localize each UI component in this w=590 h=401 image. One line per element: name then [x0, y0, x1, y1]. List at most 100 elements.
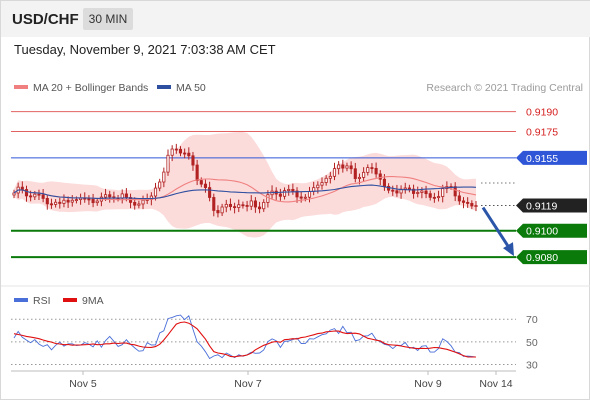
rsi-tick-label: 70	[526, 314, 538, 326]
candle-body	[41, 194, 45, 199]
candle-body	[341, 164, 345, 169]
candle-body	[62, 199, 66, 204]
candle-body	[332, 168, 337, 177]
candle-body	[74, 199, 78, 202]
candle-body	[266, 194, 270, 203]
candle-body	[278, 193, 282, 197]
candle-body	[382, 178, 386, 187]
candle-body	[33, 193, 37, 198]
candle-body	[108, 194, 112, 198]
candle-body	[345, 165, 349, 169]
candle-body	[228, 203, 232, 208]
candle-body	[432, 196, 436, 199]
candle-body	[170, 148, 174, 156]
candle-body	[299, 196, 303, 199]
pivot-level-label: 0.9155	[526, 153, 558, 165]
ma50-line	[13, 184, 477, 200]
candle-body	[328, 175, 332, 179]
candle-body	[262, 201, 266, 210]
candle-body	[241, 204, 245, 207]
candle-body	[424, 190, 428, 195]
candle-body	[258, 206, 262, 210]
candle-body	[199, 180, 203, 185]
candle-body	[249, 200, 253, 207]
candle-body	[349, 165, 353, 170]
candle-body	[324, 177, 328, 183]
candle-body	[366, 167, 370, 173]
candle-body	[133, 201, 137, 206]
candle-body	[224, 203, 228, 208]
candle-body	[237, 204, 241, 208]
candle-body	[212, 197, 216, 211]
ma50-legend-swatch	[157, 85, 171, 89]
candle-body	[191, 155, 195, 166]
candle-body	[45, 198, 49, 205]
rsi-tick-label: 30	[526, 359, 538, 371]
candle-body	[303, 196, 307, 199]
candle-body	[436, 196, 441, 199]
candle-body	[453, 186, 457, 197]
forecast-arrow-shaft	[481, 206, 512, 250]
candle-body	[24, 189, 29, 197]
rsi-9ma-line	[13, 321, 476, 358]
candle-body	[378, 173, 382, 180]
candle-body	[37, 193, 41, 196]
rsi-tick-label: 50	[526, 337, 538, 349]
candle-body	[428, 193, 432, 198]
candle-body	[208, 187, 212, 198]
x-tick-label: Nov 5	[69, 378, 97, 390]
candle-body	[195, 164, 199, 181]
candle-body	[153, 187, 158, 197]
candle-body	[54, 201, 58, 205]
rsi-legend-label: RSI	[33, 295, 51, 307]
candle-body	[104, 194, 108, 198]
candle-body	[287, 189, 291, 192]
ma50-legend-label: MA 50	[176, 82, 206, 94]
candle-body	[474, 205, 478, 207]
timestamp: Tuesday, November 9, 2021 7:03:38 AM CET	[14, 42, 276, 57]
candle-body	[253, 200, 257, 208]
candle-body	[158, 181, 162, 189]
candle-body	[362, 171, 366, 178]
candle-body	[353, 168, 357, 179]
candle-body	[187, 152, 191, 157]
candle-body	[216, 210, 220, 214]
resistance-level-label: 0.9190	[526, 107, 558, 119]
candle-body	[407, 187, 411, 190]
candle-body	[316, 184, 320, 189]
ma20-legend-swatch	[14, 85, 28, 89]
candle-body	[403, 187, 407, 190]
pivot-level-tag	[516, 150, 587, 165]
rsi-ma-legend-label: 9MA	[82, 295, 104, 307]
candle-body	[233, 206, 237, 209]
resistance-level-label: 0.9175	[526, 126, 558, 138]
candle-body	[374, 167, 378, 175]
candle-body	[412, 188, 416, 194]
support-level-tag	[516, 223, 587, 238]
candle-body	[12, 192, 16, 196]
candle-body	[220, 206, 224, 214]
last-level-tag	[516, 198, 587, 213]
x-tick-label: Nov 14	[479, 378, 512, 390]
candle-body	[391, 189, 395, 192]
candle-body	[295, 190, 299, 198]
timeframe-badge[interactable]: 30 MIN	[83, 8, 133, 30]
x-tick-label: Nov 7	[234, 378, 262, 390]
candle-body	[337, 164, 341, 170]
symbol-title: USD/CHF	[12, 11, 79, 28]
candle-body	[320, 182, 324, 186]
support-level-tag	[516, 250, 587, 265]
candle-body	[124, 193, 128, 198]
candle-body	[162, 171, 166, 183]
candle-body	[282, 190, 287, 197]
candle-body	[91, 198, 95, 204]
rsi-legend-swatch	[14, 298, 28, 302]
candle-body	[49, 203, 54, 206]
candle-body	[457, 195, 461, 202]
widget-header: USD/CHF 30 MIN	[1, 1, 590, 37]
ma20-legend-label: MA 20 + Bollinger Bands	[33, 82, 148, 94]
candle-body	[307, 190, 312, 198]
candle-body	[395, 190, 399, 194]
last-level-label: 0.9119	[526, 201, 557, 213]
candle-body	[203, 183, 208, 188]
